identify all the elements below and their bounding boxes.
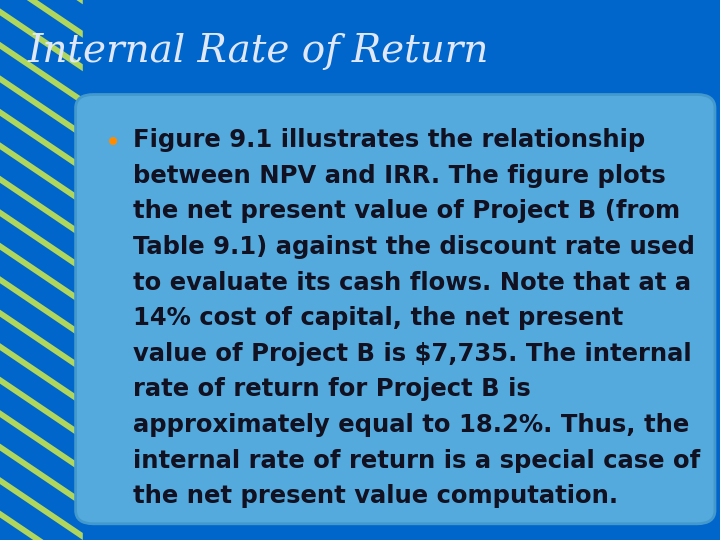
Polygon shape [0, 276, 83, 339]
Text: the net present value of Project B (from: the net present value of Project B (from [133, 199, 680, 223]
Text: rate of return for Project B is: rate of return for Project B is [133, 377, 531, 401]
Polygon shape [0, 0, 83, 4]
Polygon shape [0, 309, 83, 373]
Text: value of Project B is $7,735. The internal: value of Project B is $7,735. The intern… [133, 342, 692, 366]
Text: Figure 9.1 illustrates the relationship: Figure 9.1 illustrates the relationship [133, 128, 645, 152]
Text: Table 9.1) against the discount rate used: Table 9.1) against the discount rate use… [133, 235, 695, 259]
Polygon shape [0, 8, 83, 71]
Polygon shape [0, 511, 83, 540]
Polygon shape [0, 142, 83, 205]
Polygon shape [0, 176, 83, 239]
Polygon shape [0, 209, 83, 272]
Text: to evaluate its cash flows. Note that at a: to evaluate its cash flows. Note that at… [133, 271, 691, 294]
Text: internal rate of return is a special case of: internal rate of return is a special cas… [133, 449, 701, 472]
Polygon shape [0, 75, 83, 138]
Text: 14% cost of capital, the net present: 14% cost of capital, the net present [133, 306, 624, 330]
Polygon shape [0, 410, 83, 473]
Polygon shape [0, 42, 83, 105]
Text: approximately equal to 18.2%. Thus, the: approximately equal to 18.2%. Thus, the [133, 413, 690, 437]
Polygon shape [0, 377, 83, 440]
Polygon shape [0, 243, 83, 306]
Polygon shape [0, 477, 83, 540]
Text: between NPV and IRR. The figure plots: between NPV and IRR. The figure plots [133, 164, 666, 187]
Text: Internal Rate of Return: Internal Rate of Return [27, 33, 489, 70]
Polygon shape [0, 0, 83, 38]
Polygon shape [0, 109, 83, 172]
Text: the net present value computation.: the net present value computation. [133, 484, 618, 508]
Text: •: • [104, 129, 121, 157]
Polygon shape [0, 443, 83, 507]
Polygon shape [0, 343, 83, 406]
FancyBboxPatch shape [76, 94, 715, 524]
